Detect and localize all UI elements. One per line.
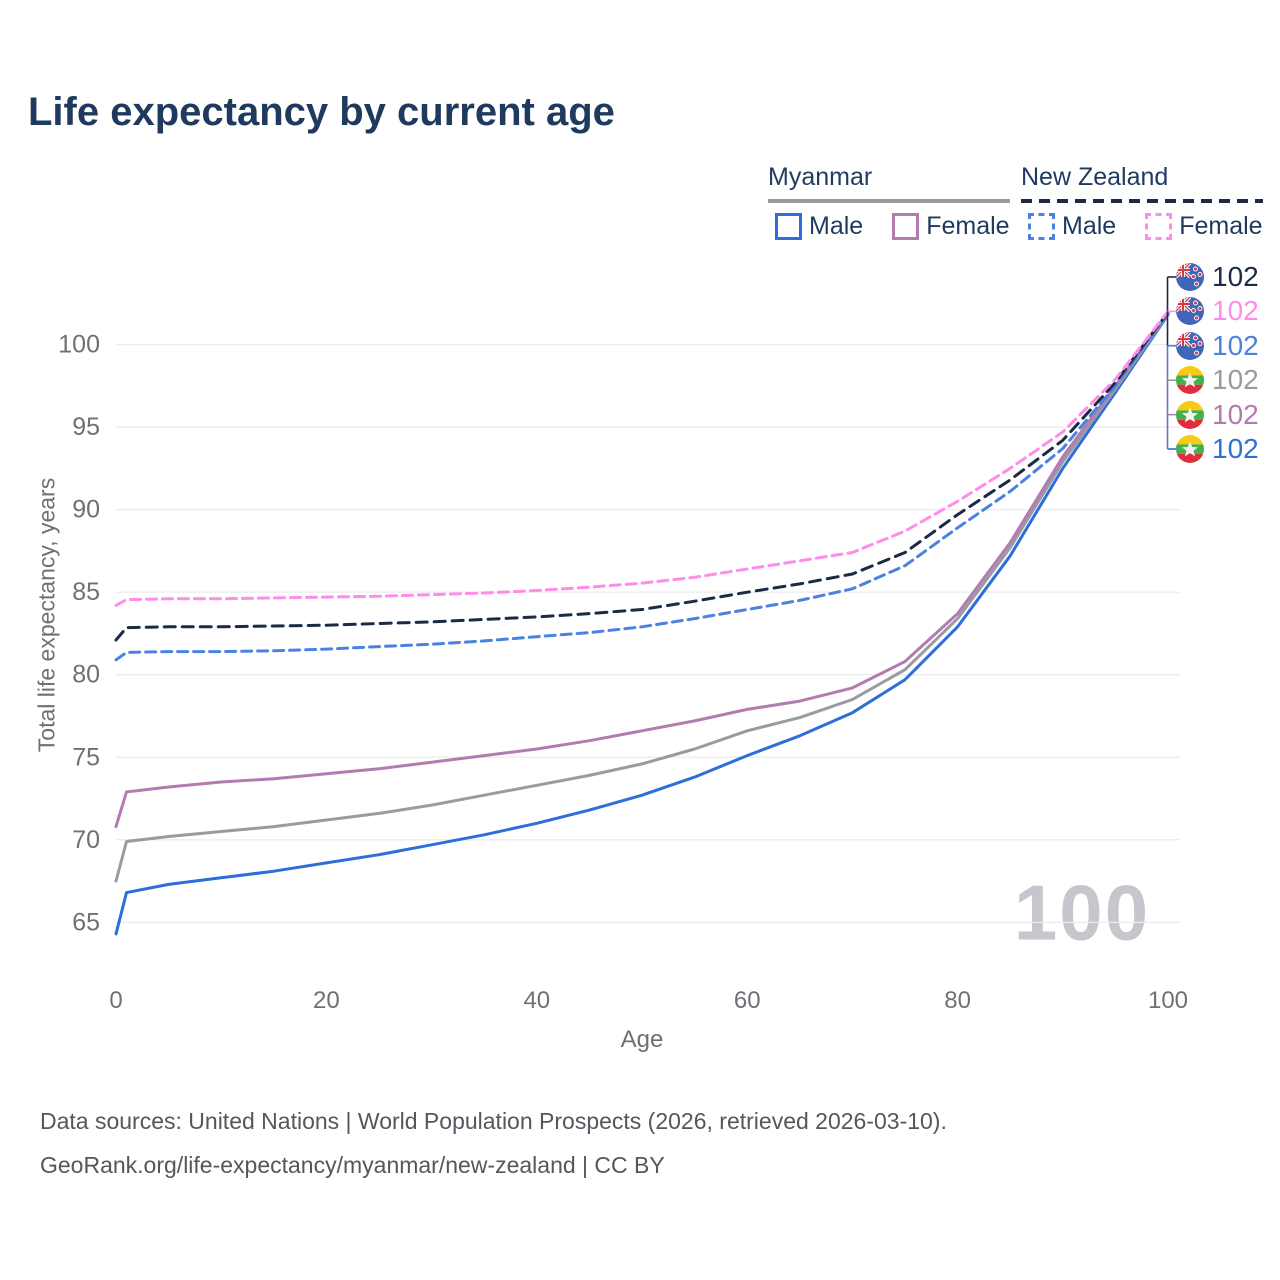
- legend-item-label: Female: [926, 212, 1010, 240]
- svg-text:75: 75: [72, 743, 100, 771]
- x-axis-title: Age: [620, 1026, 664, 1053]
- svg-text:100: 100: [1148, 987, 1188, 1014]
- legend-item-label: Male: [809, 212, 864, 240]
- svg-text:0: 0: [109, 987, 122, 1014]
- legend-country-myanmar[interactable]: Myanmar: [768, 163, 1010, 203]
- svg-text:80: 80: [72, 661, 100, 689]
- legend-group-myanmar: Myanmar Male Female: [768, 163, 1010, 241]
- svg-text:70: 70: [72, 826, 100, 854]
- svg-text:100: 100: [58, 331, 100, 359]
- endpoint-labels: 102 102: [1176, 262, 1259, 464]
- endpoint-label-nz-male: 102: [1176, 329, 1259, 361]
- source-attribution: Data sources: United Nations | World Pop…: [40, 1108, 947, 1196]
- endpoint-value: 102: [1212, 329, 1259, 361]
- georank-url-line: GeoRank.org/life-expectancy/myanmar/new-…: [40, 1152, 665, 1178]
- new-zealand-flag-icon: [1176, 331, 1204, 360]
- svg-text:90: 90: [72, 496, 100, 524]
- new-zealand-flag-icon: [1176, 263, 1204, 291]
- page-title: Life expectancy by current age: [28, 90, 615, 134]
- svg-text:60: 60: [734, 987, 761, 1014]
- legend-item-myanmar-male[interactable]: Male: [768, 212, 863, 241]
- nz-male-swatch: [1028, 213, 1055, 240]
- legend-item-nz-male[interactable]: Male: [1021, 212, 1116, 241]
- svg-text:85: 85: [72, 578, 100, 606]
- endpoint-value: 102: [1212, 398, 1259, 430]
- y-axis-title: Total life expectancy, years: [33, 477, 60, 753]
- endpoint-value: 102: [1212, 364, 1259, 396]
- endpoint-label-nz-all: 102: [1176, 262, 1259, 292]
- legend-country-label: New Zealand: [1021, 163, 1169, 191]
- data-sources-line: Data sources: United Nations | World Pop…: [40, 1108, 947, 1134]
- legend-item-nz-female[interactable]: Female: [1138, 212, 1263, 241]
- legend-country-new-zealand[interactable]: New Zealand: [1021, 163, 1263, 203]
- myanmar-flag-icon: [1176, 366, 1204, 395]
- legend-item-label: Female: [1179, 212, 1263, 240]
- svg-text:95: 95: [72, 413, 100, 441]
- endpoint-label-myanmar-male: 102: [1176, 432, 1259, 464]
- new-zealand-flag-icon: [1176, 297, 1204, 326]
- endpoint-label-myanmar-female: 102: [1176, 398, 1259, 430]
- dashed-line-swatch: [1021, 199, 1263, 203]
- myanmar-flag-icon: [1176, 400, 1204, 429]
- svg-text:80: 80: [944, 987, 971, 1014]
- endpoint-label-nz-female: 102: [1176, 296, 1259, 326]
- myanmar-female-swatch: [892, 213, 920, 240]
- legend-item-myanmar-female[interactable]: Female: [885, 212, 1010, 241]
- svg-text:40: 40: [523, 987, 550, 1014]
- endpoint-value: 102: [1212, 295, 1259, 327]
- nz-female-swatch: [1145, 213, 1173, 240]
- legend-country-label: Myanmar: [768, 163, 873, 191]
- myanmar-male-swatch: [775, 213, 802, 240]
- legend-item-label: Male: [1062, 212, 1117, 240]
- endpoint-value: 102: [1212, 432, 1259, 464]
- legend-group-new-zealand: New Zealand Male Female: [1021, 163, 1263, 241]
- svg-text:65: 65: [72, 908, 100, 936]
- endpoint-label-myanmar-all: 102: [1176, 365, 1259, 395]
- solid-line-swatch: [768, 199, 1010, 203]
- svg-text:20: 20: [313, 987, 340, 1014]
- endpoint-value: 102: [1212, 261, 1259, 292]
- myanmar-flag-icon: [1176, 434, 1204, 463]
- age-watermark: 100: [1013, 868, 1151, 957]
